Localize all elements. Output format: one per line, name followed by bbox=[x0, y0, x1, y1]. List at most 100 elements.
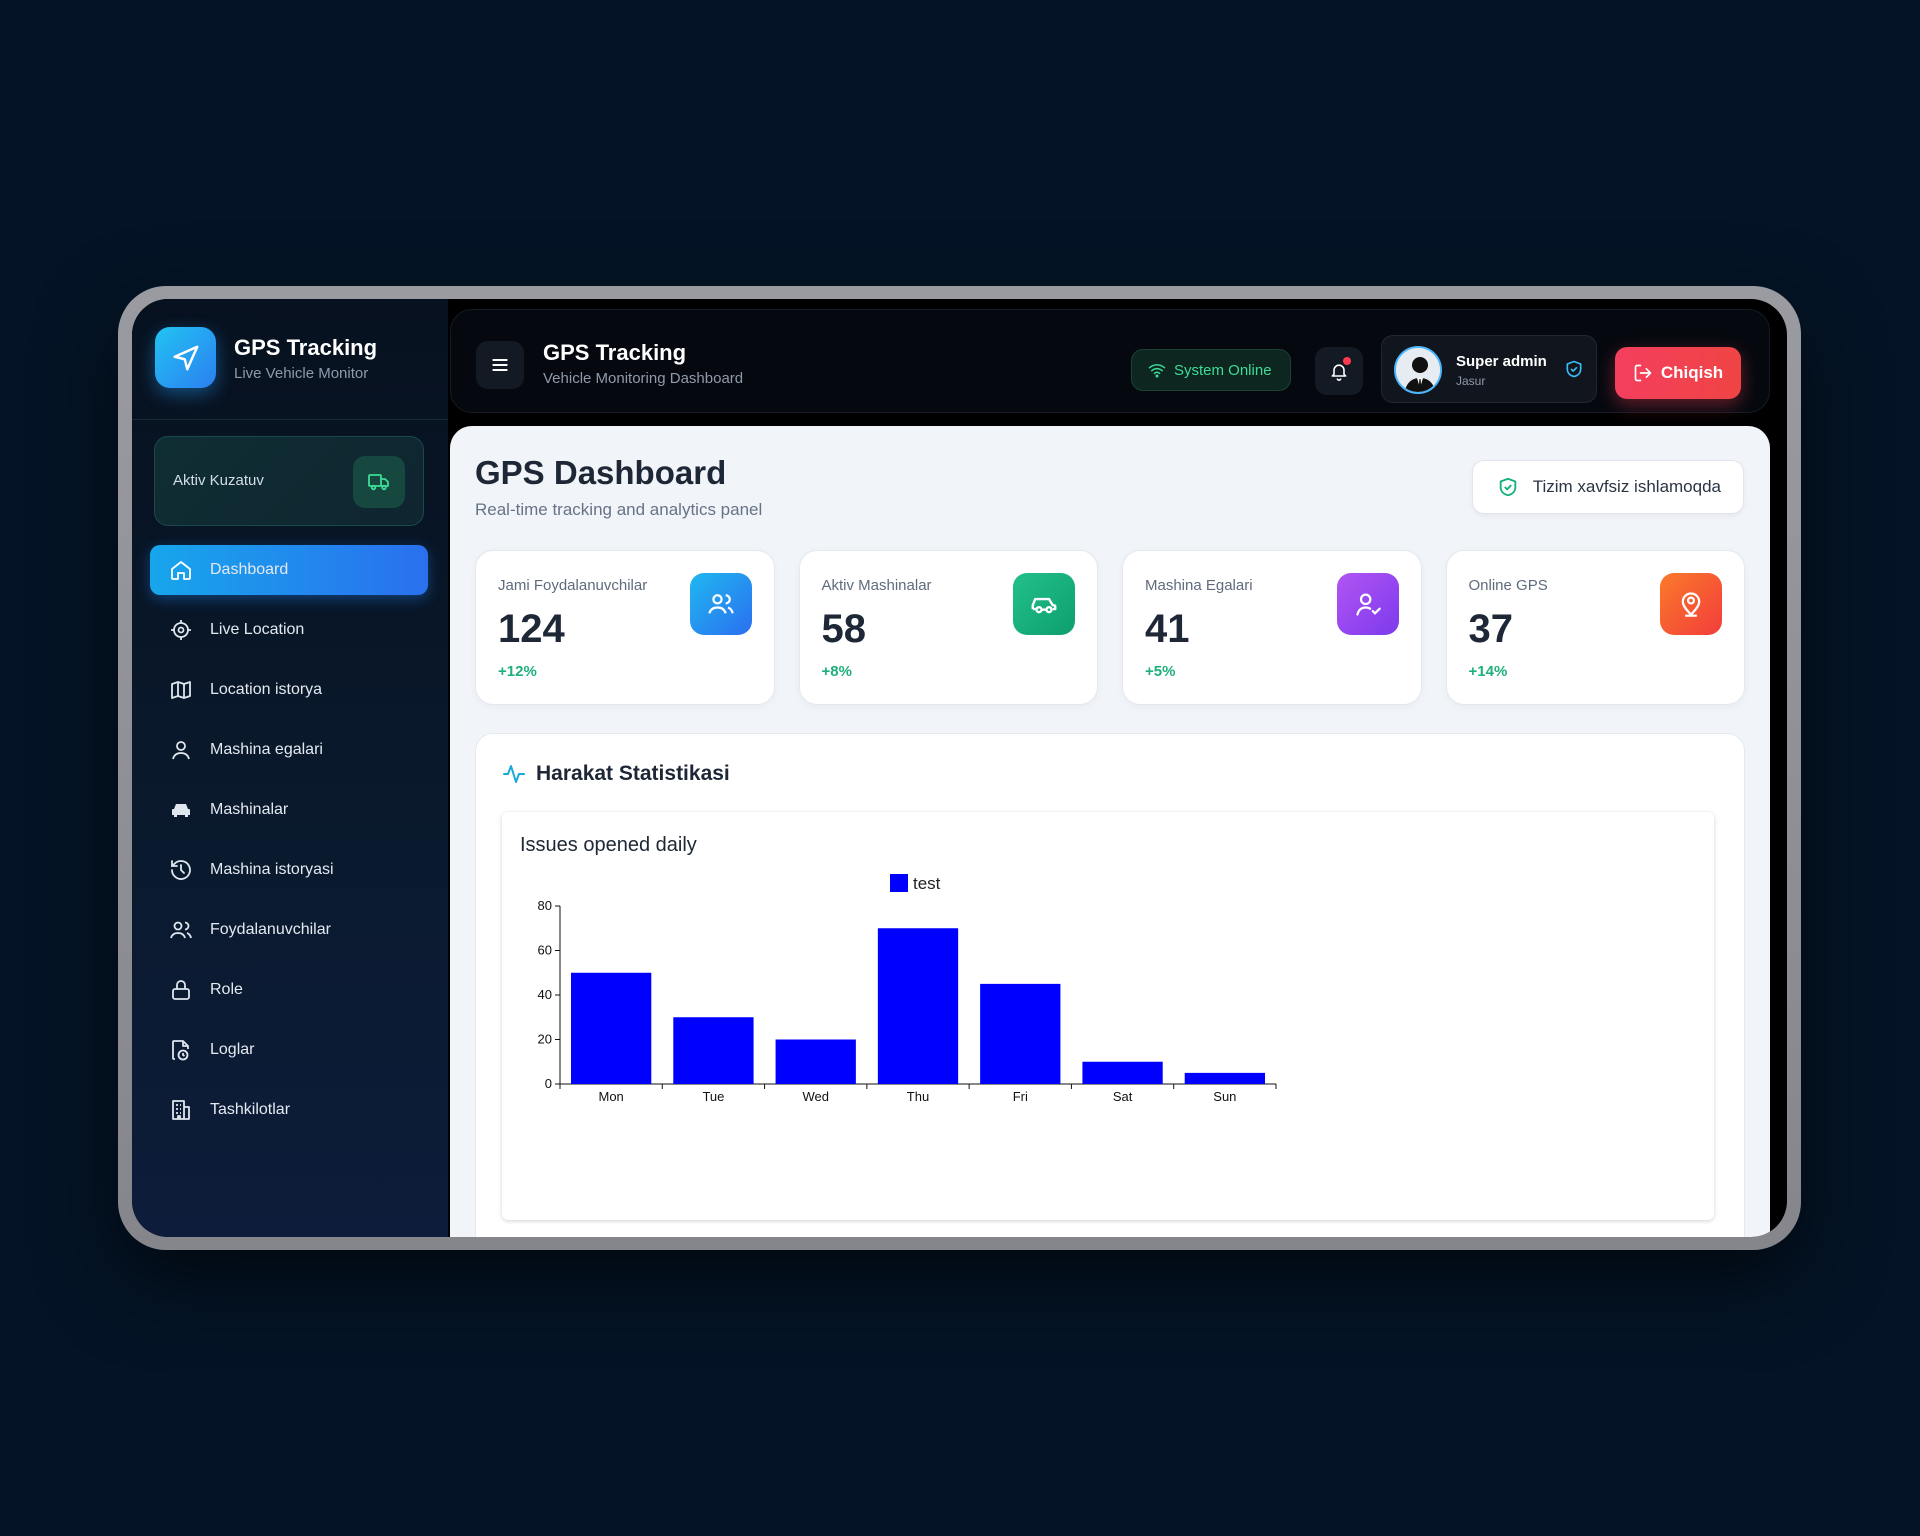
legend-label: test bbox=[913, 874, 941, 893]
x-tick-label: Thu bbox=[907, 1089, 929, 1104]
stat-card-users[interactable]: Jami Foydalanuvchilar 124 +12% bbox=[475, 550, 775, 705]
legend-swatch bbox=[890, 874, 908, 892]
truck-icon bbox=[353, 456, 405, 508]
sidebar-item-label: Mashina egalari bbox=[210, 741, 323, 758]
avatar bbox=[1394, 346, 1442, 394]
sidebar-item-dashboard[interactable]: Dashboard bbox=[150, 545, 428, 595]
sidebar-item-label: Mashina istoryasi bbox=[210, 861, 334, 878]
logout-icon bbox=[1634, 364, 1652, 382]
activity-icon bbox=[503, 765, 525, 783]
sidebar-item-live-location[interactable]: Live Location bbox=[150, 605, 428, 655]
sidebar-item-mashina-egalari[interactable]: Mashina egalari bbox=[150, 725, 428, 775]
stat-card-online-gps[interactable]: Online GPS 37 +14% bbox=[1445, 550, 1745, 705]
lock-icon bbox=[168, 977, 194, 1003]
x-tick-label: Wed bbox=[802, 1089, 829, 1104]
sidebar-item-location-istorya[interactable]: Location istorya bbox=[150, 665, 428, 715]
header-subtitle: Vehicle Monitoring Dashboard bbox=[543, 370, 744, 387]
building-icon bbox=[168, 1097, 194, 1123]
sidebar-item-foydalanuvchilar[interactable]: Foydalanuvchilar bbox=[150, 905, 428, 955]
brand-title: GPS Tracking bbox=[234, 335, 378, 360]
sidebar-item-label: Mashinalar bbox=[210, 801, 289, 818]
aktiv-label: Aktiv Kuzatuv bbox=[173, 472, 264, 489]
card-trend: +12% bbox=[498, 663, 537, 680]
bar-thu bbox=[877, 928, 959, 1084]
map-pin-user-icon bbox=[1660, 573, 1722, 635]
home-icon bbox=[168, 557, 194, 583]
card-value: 124 bbox=[498, 607, 565, 651]
y-tick-label: 40 bbox=[538, 987, 552, 1002]
hamburger-icon bbox=[492, 359, 508, 371]
x-tick-label: Mon bbox=[598, 1089, 623, 1104]
logout-label: Chiqish bbox=[1660, 363, 1724, 382]
y-tick-label: 20 bbox=[538, 1032, 552, 1047]
shield-check-icon bbox=[1499, 477, 1516, 497]
movement-statistics-panel: Harakat Statistikasi Issues opened daily… bbox=[475, 733, 1745, 1237]
card-value: 41 bbox=[1145, 607, 1190, 651]
bar-tue bbox=[673, 1017, 754, 1084]
bar-fri bbox=[980, 983, 1061, 1084]
notification-dot bbox=[1343, 357, 1351, 365]
card-label: Aktiv Mashinalar bbox=[821, 577, 932, 594]
logout-button[interactable]: Chiqish bbox=[1615, 347, 1741, 399]
y-tick-label: 0 bbox=[545, 1076, 552, 1091]
bar-mon bbox=[571, 972, 652, 1084]
bar-wed bbox=[775, 1039, 856, 1084]
page-title: GPS Dashboard bbox=[475, 454, 727, 491]
y-tick-label: 60 bbox=[538, 943, 552, 958]
sidebar-item-role[interactable]: Role bbox=[150, 965, 428, 1015]
history-icon bbox=[168, 857, 194, 883]
sidebar-item-mashinalar[interactable]: Mashinalar bbox=[150, 785, 428, 835]
brand-subtitle: Live Vehicle Monitor bbox=[234, 365, 369, 382]
user-check-icon bbox=[1336, 573, 1399, 635]
sidebar-item-label: Tashkilotlar bbox=[210, 1101, 291, 1118]
stats-title: Harakat Statistikasi bbox=[536, 762, 730, 785]
sidebar-item-label: Role bbox=[210, 981, 243, 998]
user-profile[interactable]: Super admin Jasur bbox=[1381, 335, 1597, 403]
stat-card-owners[interactable]: Mashina Egalari 41 +5% bbox=[1122, 550, 1422, 705]
screen: GPS Tracking Live Vehicle Monitor Aktiv … bbox=[132, 299, 1787, 1237]
users-icon bbox=[689, 573, 752, 635]
aktiv-kuzatuv-panel[interactable]: Aktiv Kuzatuv bbox=[154, 436, 424, 526]
card-label: Mashina Egalari bbox=[1145, 577, 1253, 594]
stat-card-active-cars[interactable]: Aktiv Mashinalar 58 +8% bbox=[798, 550, 1098, 705]
bar-sat bbox=[1082, 1061, 1163, 1084]
sidebar: GPS Tracking Live Vehicle Monitor Aktiv … bbox=[132, 299, 448, 1237]
bell-icon bbox=[1331, 364, 1347, 381]
sidebar-item-mashina-istoryasi[interactable]: Mashina istoryasi bbox=[150, 845, 428, 895]
shield-check-icon bbox=[1564, 359, 1584, 384]
card-label: Jami Foydalanuvchilar bbox=[498, 577, 648, 594]
card-value: 58 bbox=[821, 607, 867, 651]
map-icon bbox=[168, 677, 194, 703]
user-icon bbox=[168, 737, 194, 763]
stats-header: Harakat Statistikasi bbox=[502, 762, 730, 786]
main-content: GPS Dashboard Real-time tracking and ana… bbox=[450, 426, 1770, 1237]
bar-sun bbox=[1184, 1072, 1265, 1084]
crosshair-icon bbox=[168, 617, 194, 643]
status-text: System Online bbox=[1174, 361, 1272, 379]
menu-button[interactable] bbox=[476, 341, 524, 389]
card-value: 37 bbox=[1468, 607, 1514, 651]
sidebar-item-loglar[interactable]: Loglar bbox=[150, 1025, 428, 1075]
bar-chart: test 0 20 40 60 80 Mon Tue Wed Thu Fri Sat Sun bbox=[538, 874, 1277, 1104]
users-icon bbox=[168, 917, 194, 943]
x-tick-label: Sat bbox=[1113, 1089, 1133, 1104]
page-subtitle: Real-time tracking and analytics panel bbox=[475, 500, 763, 519]
notifications-button[interactable] bbox=[1315, 347, 1363, 395]
sidebar-item-label: Loglar bbox=[210, 1041, 255, 1058]
device-frame: GPS Tracking Live Vehicle Monitor Aktiv … bbox=[118, 286, 1801, 1250]
wifi-icon bbox=[1148, 364, 1166, 378]
user-role: Jasur bbox=[1456, 374, 1486, 388]
sidebar-item-label: Location istorya bbox=[210, 681, 323, 698]
sidebar-item-label: Live Location bbox=[210, 621, 305, 638]
x-tick-label: Fri bbox=[1013, 1089, 1028, 1104]
card-trend: +5% bbox=[1145, 663, 1176, 680]
brand: GPS Tracking Live Vehicle Monitor bbox=[132, 299, 448, 420]
chart-title: Issues opened daily bbox=[520, 834, 697, 856]
file-clock-icon bbox=[168, 1037, 194, 1063]
card-trend: +8% bbox=[821, 663, 852, 680]
car-icon bbox=[1013, 573, 1075, 635]
system-status-badge: System Online bbox=[1131, 349, 1291, 391]
top-header: GPS Tracking Vehicle Monitoring Dashboar… bbox=[450, 309, 1770, 413]
sidebar-item-tashkilotlar[interactable]: Tashkilotlar bbox=[150, 1085, 428, 1135]
security-status-text: Tizim xavfsiz ishlamoqda bbox=[1532, 477, 1721, 496]
